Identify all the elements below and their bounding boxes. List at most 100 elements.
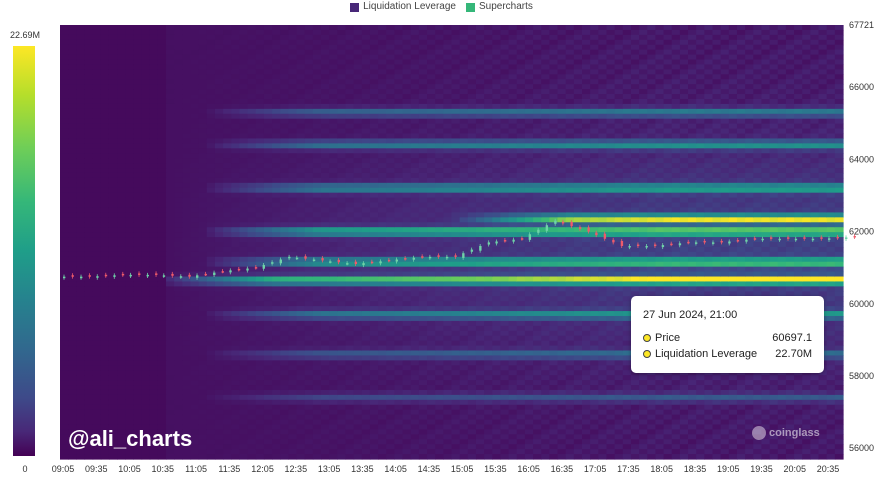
candle	[155, 273, 157, 275]
candle	[396, 260, 398, 262]
candle	[745, 240, 747, 242]
candle	[338, 260, 340, 262]
y-tick-label: 58000	[849, 371, 874, 381]
candle	[587, 227, 589, 231]
tooltip-price-label: Price	[655, 332, 772, 344]
x-tick-label: 14:35	[418, 464, 441, 474]
x-tick-label: 20:05	[783, 464, 806, 474]
candle	[388, 260, 390, 262]
candle	[595, 233, 597, 236]
x-tick-label: 15:05	[451, 464, 474, 474]
coinglass-logo: coinglass	[752, 426, 820, 440]
x-tick-label: 09:05	[52, 464, 75, 474]
candle	[429, 257, 431, 259]
candle	[754, 238, 756, 240]
candle	[96, 276, 98, 278]
candle	[820, 237, 822, 239]
coinglass-logo-icon	[752, 426, 766, 440]
candle	[105, 275, 107, 277]
candle	[612, 240, 614, 243]
candle	[521, 238, 523, 240]
x-tick-label: 09:35	[85, 464, 108, 474]
candle	[828, 238, 830, 240]
candle	[122, 274, 124, 276]
candle	[288, 257, 290, 259]
x-tick-label: 10:05	[118, 464, 141, 474]
candle	[296, 258, 298, 260]
candle	[413, 258, 415, 260]
x-tick-label: 17:35	[617, 464, 640, 474]
candle	[562, 222, 564, 224]
candle	[362, 263, 364, 265]
tooltip-price-value: 60697.1	[772, 332, 812, 344]
candle	[495, 241, 497, 243]
candle	[604, 234, 606, 239]
candle	[437, 255, 439, 257]
candle	[720, 241, 722, 243]
x-tick-label: 20:35	[817, 464, 840, 474]
candle	[812, 239, 814, 241]
candle	[421, 256, 423, 258]
candle	[695, 242, 697, 244]
candle	[196, 275, 198, 277]
candle	[229, 270, 231, 272]
candle	[313, 260, 315, 262]
candle	[479, 246, 481, 251]
candle	[138, 273, 140, 275]
candle	[171, 274, 173, 276]
candle	[687, 242, 689, 244]
candle	[662, 245, 664, 247]
candle	[89, 275, 91, 277]
candle	[512, 240, 514, 242]
candle	[504, 240, 506, 242]
candle	[670, 244, 672, 246]
candle	[795, 239, 797, 241]
liquidation-dot-icon	[643, 350, 651, 358]
candle	[263, 265, 265, 269]
candle	[147, 275, 149, 277]
candle	[546, 225, 548, 231]
y-tick-label: 56000	[849, 443, 874, 453]
price-dot-icon	[643, 334, 651, 342]
y-tick-label: 62000	[849, 227, 874, 237]
candle	[346, 263, 348, 265]
x-tick-label: 14:05	[384, 464, 407, 474]
candle	[779, 239, 781, 241]
candle	[304, 256, 306, 258]
candle	[803, 237, 805, 239]
candle	[329, 261, 331, 263]
candle	[654, 245, 656, 247]
candle	[628, 246, 630, 248]
tooltip-liquidation-label: Liquidation Leverage	[655, 348, 775, 360]
x-tick-label: 15:35	[484, 464, 507, 474]
x-tick-label: 10:35	[152, 464, 175, 474]
candle	[355, 262, 357, 264]
candle	[280, 260, 282, 264]
tooltip-row-liquidation: Liquidation Leverage 22.70M	[643, 348, 812, 360]
heatmap-cells	[60, 25, 844, 460]
tooltip-liquidation-value: 22.70M	[775, 348, 812, 360]
candle	[130, 275, 132, 277]
candle	[529, 234, 531, 240]
candle	[246, 269, 248, 271]
candle	[471, 250, 473, 252]
candle	[488, 242, 490, 244]
candle	[113, 275, 115, 277]
candle	[728, 241, 730, 243]
x-tick-label: 11:35	[218, 464, 240, 474]
x-tick-label: 19:05	[717, 464, 740, 474]
candle	[271, 262, 273, 264]
candle	[379, 261, 381, 263]
tooltip-title: 27 Jun 2024, 21:00	[643, 309, 737, 321]
x-tick-label: 12:35	[285, 464, 308, 474]
candle	[837, 237, 839, 239]
candle	[637, 245, 639, 247]
tooltip-row-price: Price 60697.1	[643, 332, 812, 344]
x-tick-label: 18:35	[684, 464, 707, 474]
candle	[570, 222, 572, 226]
x-tick-label: 13:35	[351, 464, 374, 474]
candle	[222, 271, 224, 273]
candle	[462, 253, 464, 258]
